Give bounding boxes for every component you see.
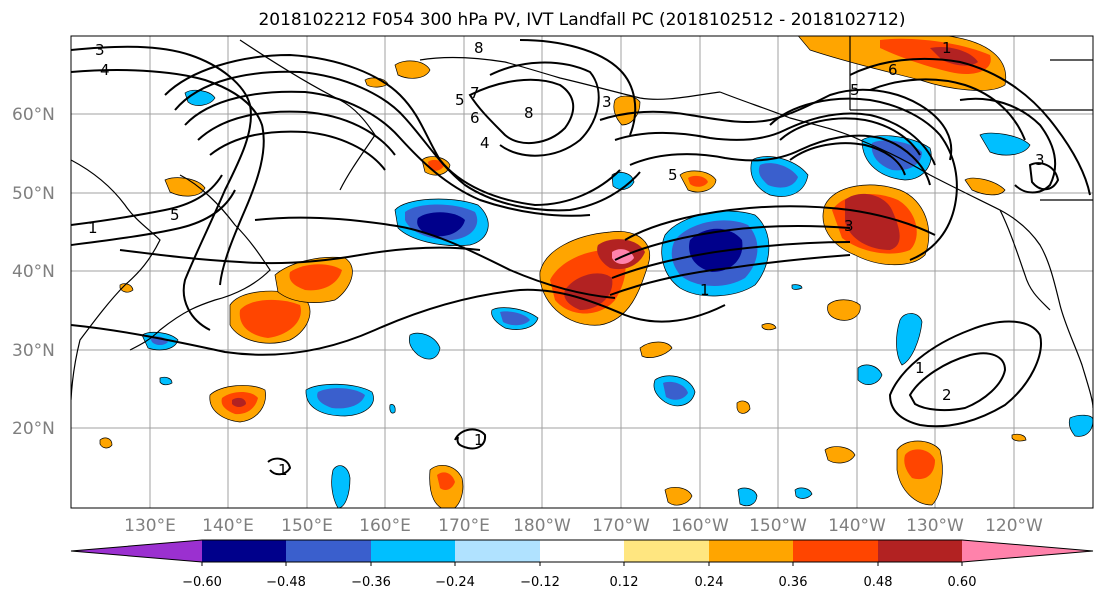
- lat-label: 20°N: [12, 419, 55, 439]
- lon-label: 140°E: [202, 516, 254, 536]
- colorbar-tick-label: −0.12: [520, 575, 560, 590]
- contour-labels: 3 4 1 5 6 7 8 8 3 4 5 3 5 1 6 5 1 3 1 2: [88, 39, 1045, 479]
- colorbar-tick-label: −0.24: [435, 575, 475, 590]
- positive-anomaly-patch: [99, 60, 1027, 508]
- contour-label: 1: [915, 359, 925, 377]
- contour-label: 5: [170, 206, 180, 224]
- contour-label: 6: [470, 109, 480, 127]
- lon-label: 150°W: [749, 516, 807, 536]
- colorbar-tick-label: 0.36: [779, 575, 808, 590]
- contour-label: 4: [480, 134, 490, 152]
- lon-label: 160°W: [671, 516, 729, 536]
- colorbar-segment: [371, 540, 455, 562]
- positive-anomaly-patch: [896, 440, 943, 506]
- colorbar-segment: [878, 540, 962, 562]
- lon-label: 150°E: [281, 516, 333, 536]
- contour-label: 1: [474, 431, 484, 449]
- colorbar-tick-label: 0.24: [695, 575, 724, 590]
- contour-label: 2: [942, 386, 952, 404]
- contour-label: 8: [474, 39, 484, 57]
- colorbar-segment: [71, 540, 202, 562]
- colorbar-tick-label: 0.48: [864, 575, 893, 590]
- lon-label: 160°E: [359, 516, 411, 536]
- positive-anomaly-patch: [822, 184, 930, 265]
- contour-label: 3: [95, 41, 105, 59]
- colorbar-segment: [793, 540, 878, 562]
- lat-label: 50°N: [12, 184, 55, 204]
- lon-label: 130°E: [124, 516, 176, 536]
- colorbar: [70, 539, 1094, 566]
- colorbar-tick-label: −0.60: [182, 575, 222, 590]
- positive-anomaly-patch: [209, 385, 266, 423]
- longitude-labels: 130°E 140°E 150°E 160°E 170°E 180°W 170°…: [124, 516, 1043, 536]
- lat-label: 60°N: [12, 105, 55, 125]
- contour-label: 5: [668, 166, 678, 184]
- contour-label: 1: [278, 461, 288, 479]
- lon-label: 120°W: [985, 516, 1043, 536]
- colorbar-tick-label: −0.48: [266, 575, 306, 590]
- positive-anomaly-patch: [229, 257, 353, 344]
- colorbar-segment: [962, 540, 1093, 562]
- lat-label: 40°N: [12, 262, 55, 282]
- contour-label: 3: [602, 93, 612, 111]
- colorbar-segment: [540, 540, 624, 562]
- contour-label: 1: [942, 39, 952, 57]
- lon-label: 140°W: [828, 516, 886, 536]
- contour-label: 1: [700, 281, 710, 299]
- colorbar-segment: [709, 540, 793, 562]
- negative-anomaly-patch: [394, 198, 489, 246]
- colorbar-tick-label: −0.36: [351, 575, 391, 590]
- contour-label: 7: [470, 84, 480, 102]
- colorbar-segment: [455, 540, 540, 562]
- latitude-labels: 20°N 30°N 40°N 50°N 60°N: [12, 105, 55, 439]
- map-panel: 3 4 1 5 6 7 8 8 3 4 5 3 5 1 6 5 1 3 1 2: [70, 35, 1094, 509]
- colorbar-tick-labels: −0.60 −0.48 −0.36 −0.24 −0.12 0.12 0.24 …: [182, 575, 976, 590]
- colorbar-segment: [624, 540, 709, 562]
- contour-label: 6: [888, 61, 898, 79]
- ivt-contours: [71, 39, 1091, 476]
- lon-label: 170°W: [592, 516, 650, 536]
- contour-label: 5: [455, 91, 465, 109]
- coastlines: [71, 36, 1093, 409]
- contour-label: 1: [88, 219, 98, 237]
- colorbar-segment: [286, 540, 371, 562]
- figure-title: 2018102212 F054 300 hPa PV, IVT Landfall…: [258, 10, 905, 30]
- colorbar-tick-label: 0.12: [610, 575, 639, 590]
- map-border: [70, 35, 1094, 509]
- lon-label: 130°W: [906, 516, 964, 536]
- colorbar-segment: [202, 540, 286, 562]
- contour-label: 3: [1035, 151, 1045, 169]
- negative-anomaly-patch: [661, 210, 770, 297]
- lat-label: 30°N: [12, 341, 55, 361]
- contour-label: 5: [850, 81, 860, 99]
- colorbar-tick-label: 0.60: [948, 575, 977, 590]
- lon-label: 170°E: [438, 516, 490, 536]
- contour-label: 3: [844, 217, 854, 235]
- lon-label: 180°W: [513, 516, 571, 536]
- contour-label: 4: [100, 61, 110, 79]
- contour-label: 8: [524, 104, 534, 122]
